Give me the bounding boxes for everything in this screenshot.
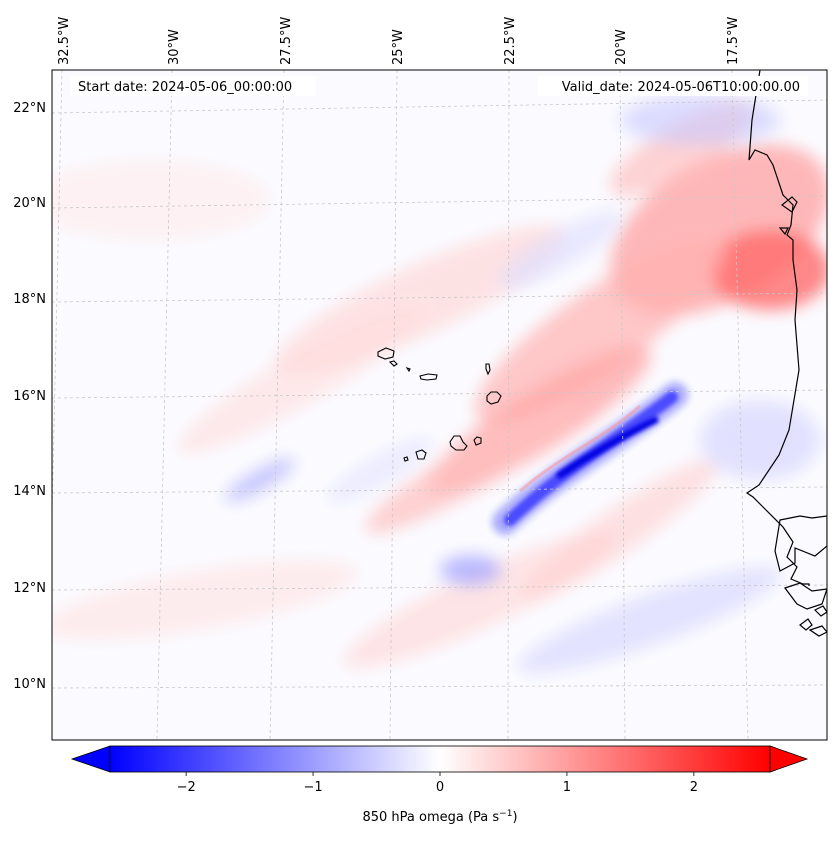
colorbar-label-end: ) (512, 810, 517, 825)
lon-label: 20°W (614, 29, 629, 65)
colorbar-tick-label: −2 (177, 780, 196, 795)
lat-label: 14°N (13, 484, 46, 499)
colorbar: −2 −1 0 1 2 850 hPa omega (Pa s−1) (70, 745, 809, 825)
longitude-labels: 32.5°W 30°W 27.5°W 25°W 22.5°W 20°W 17.5… (57, 17, 741, 65)
lat-label: 18°N (13, 292, 46, 307)
africa-coastline (745, 70, 827, 637)
lat-label: 10°N (13, 677, 46, 692)
colorbar-tick-label: 2 (690, 780, 698, 795)
colorbar-label-sup: −1 (499, 809, 512, 819)
map-panel: Start date: 2024-05-06_00:00:00 Valid_da… (52, 70, 827, 740)
lat-label: 12°N (13, 581, 46, 596)
start-date-label: Start date: 2024-05-06_00:00:00 (78, 80, 292, 95)
lon-label: 25°W (391, 29, 406, 65)
cape-verde-islands (377, 347, 502, 462)
valid-date-label: Valid_date: 2024-05-06T10:00:00.00 (562, 80, 800, 95)
colorbar-gradient (109, 745, 771, 773)
lon-label: 22.5°W (503, 17, 518, 65)
colorbar-tick-label: 1 (563, 780, 571, 795)
omega-positive-field (52, 104, 827, 669)
colorbar-label-main: 850 hPa omega (Pa s (362, 810, 499, 825)
latitude-labels: 22°N 20°N 18°N 16°N 14°N 12°N 10°N (13, 101, 46, 692)
graticule (52, 70, 827, 740)
omega-negative-field (225, 95, 820, 674)
valid-date-box (538, 76, 808, 96)
lon-label: 27.5°W (279, 17, 294, 65)
colorbar-tick-label: −1 (303, 780, 322, 795)
colorbar-ticks: −2 −1 0 1 2 (177, 772, 698, 795)
colorbar-tick-label: 0 (436, 780, 444, 795)
colorbar-label: 850 hPa omega (Pa s−1) (362, 809, 517, 825)
lat-label: 20°N (13, 196, 46, 211)
map-frame (51, 69, 828, 741)
lon-label: 17.5°W (726, 17, 741, 65)
lat-label: 22°N (13, 101, 46, 116)
lon-label: 32.5°W (57, 17, 72, 65)
start-date-box (70, 76, 316, 96)
colorbar-max-extend (769, 745, 809, 773)
omega-negative-band (492, 382, 688, 535)
lat-label: 16°N (13, 389, 46, 404)
colorbar-min-extend (70, 745, 111, 773)
lon-label: 30°W (167, 29, 182, 65)
